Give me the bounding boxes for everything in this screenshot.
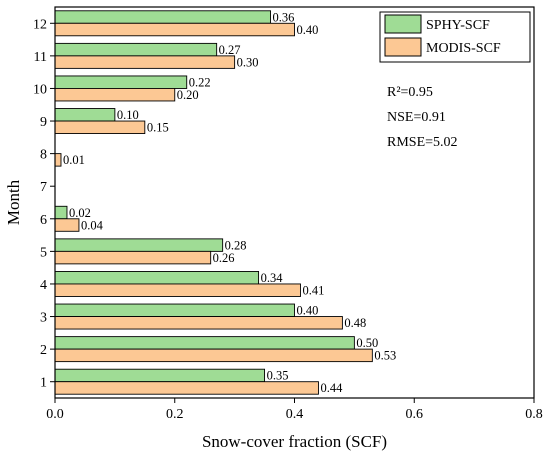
data-label-modis-month-10: 0.20: [177, 88, 199, 102]
bar-modis-month-2: [54, 348, 373, 363]
x-axis-title: Snow-cover fraction (SCF): [202, 432, 387, 451]
y-tick-label: 4: [40, 278, 47, 293]
y-tick-label: 12: [33, 17, 47, 32]
data-label-sphy-month-1: 0.35: [267, 369, 289, 383]
bar-labels-group: 0.35 0.44 0.500.53 0.40 0.48 0.34 0.41 0.280.26…: [63, 10, 396, 395]
bar-sphy-month-4: [54, 271, 260, 285]
bar-modis-month-10: [54, 88, 176, 102]
x-tick-label: 0.6: [406, 407, 424, 422]
data-label-modis-month-8: 0.01: [63, 153, 85, 167]
y-tick-label: 7: [40, 180, 47, 195]
data-label-sphy-month-10: 0.22: [189, 75, 211, 89]
data-label-modis-month-3: 0.48: [344, 316, 366, 330]
y-tick-label: 9: [40, 115, 47, 130]
data-label-modis-month-12: 0.40: [297, 23, 319, 37]
y-tick-label: 10: [33, 82, 47, 97]
bar-modis-month-3: [54, 316, 343, 330]
data-label-sphy-month-2: 0.50: [356, 336, 378, 350]
bar-sphy-month-6: [54, 205, 68, 220]
data-label-sphy-month-4: 0.34: [261, 271, 284, 285]
legend-label-modis: MODIS-SCF: [426, 41, 501, 56]
y-tick-label: 6: [40, 213, 47, 228]
data-label-modis-month-4: 0.41: [302, 283, 324, 297]
bar-modis-month-5: [54, 250, 212, 265]
y-tick-label: 8: [40, 148, 47, 163]
legend-label-sphy: SPHY-SCF: [426, 18, 490, 33]
bar-sphy-month-10: [54, 75, 188, 89]
bars-group: [54, 10, 373, 395]
data-label-sphy-month-3: 0.40: [297, 304, 319, 318]
x-tick-label: 0.2: [166, 407, 184, 422]
legend-swatch-modis: [384, 37, 422, 57]
legend-swatch-sphy: [384, 14, 422, 34]
data-label-sphy-month-9: 0.10: [117, 108, 139, 122]
data-label-modis-month-9: 0.15: [147, 121, 169, 135]
stats-annotation: R²=0.95 NSE=0.91 RMSE=5.02: [387, 85, 458, 150]
legend: SPHY-SCF MODIS-SCF: [379, 11, 531, 63]
y-tick-label: 11: [34, 50, 47, 65]
y-tick-label: 5: [40, 245, 47, 260]
bar-sphy-month-11: [54, 42, 218, 57]
bar-sphy-month-9: [54, 108, 116, 122]
bar-modis-month-8: [54, 153, 62, 167]
x-tick-label: 0.4: [286, 407, 304, 422]
data-label-sphy-month-11: 0.27: [219, 43, 241, 57]
y-tick-label: 2: [40, 343, 47, 358]
bar-sphy-month-2: [54, 336, 355, 350]
bar-sphy-month-1: [54, 368, 266, 383]
bar-modis-month-11: [54, 55, 236, 69]
bar-modis-month-12: [54, 22, 295, 37]
y-tick-label: 1: [40, 376, 47, 391]
bar-sphy-month-5: [54, 238, 224, 252]
data-label-modis-month-2: 0.53: [374, 349, 396, 363]
data-label-sphy-month-6: 0.02: [69, 206, 91, 220]
y-axis-title: Month: [4, 179, 23, 225]
bar-modis-month-1: [54, 381, 319, 395]
data-label-sphy-month-12: 0.36: [273, 10, 295, 24]
stat-r2: R²=0.95: [387, 85, 433, 100]
stat-nse: NSE=0.91: [387, 110, 446, 125]
bar-sphy-month-12: [54, 10, 272, 24]
bar-modis-month-4: [54, 283, 301, 297]
data-label-modis-month-11: 0.30: [237, 55, 259, 69]
bar-modis-month-6: [54, 218, 80, 232]
bar-sphy-month-3: [54, 303, 295, 317]
data-label-sphy-month-5: 0.28: [225, 238, 247, 252]
y-tick-label: 3: [40, 311, 47, 326]
stat-rmse: RMSE=5.02: [387, 135, 458, 150]
x-tick-label: 0.0: [46, 407, 64, 422]
x-tick-label: 0.8: [525, 407, 543, 422]
data-label-modis-month-5: 0.26: [213, 251, 235, 265]
data-label-modis-month-1: 0.44: [320, 381, 343, 395]
data-label-modis-month-6: 0.04: [81, 218, 104, 232]
bar-modis-month-9: [54, 120, 146, 134]
